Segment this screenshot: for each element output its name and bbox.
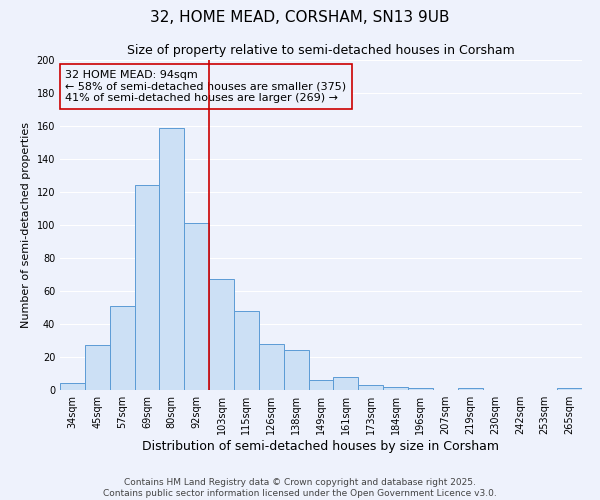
Bar xyxy=(284,350,308,390)
Bar xyxy=(85,346,110,390)
Bar xyxy=(234,311,259,390)
Bar xyxy=(408,388,433,390)
Bar xyxy=(60,384,85,390)
Bar xyxy=(557,388,582,390)
Bar xyxy=(458,388,482,390)
Bar xyxy=(160,128,184,390)
Bar xyxy=(308,380,334,390)
Text: 32, HOME MEAD, CORSHAM, SN13 9UB: 32, HOME MEAD, CORSHAM, SN13 9UB xyxy=(150,10,450,25)
X-axis label: Distribution of semi-detached houses by size in Corsham: Distribution of semi-detached houses by … xyxy=(143,440,499,453)
Bar xyxy=(134,186,160,390)
Text: 32 HOME MEAD: 94sqm
← 58% of semi-detached houses are smaller (375)
41% of semi-: 32 HOME MEAD: 94sqm ← 58% of semi-detach… xyxy=(65,70,346,103)
Bar xyxy=(209,280,234,390)
Title: Size of property relative to semi-detached houses in Corsham: Size of property relative to semi-detach… xyxy=(127,44,515,58)
Bar xyxy=(184,224,209,390)
Bar xyxy=(110,306,134,390)
Text: Contains HM Land Registry data © Crown copyright and database right 2025.
Contai: Contains HM Land Registry data © Crown c… xyxy=(103,478,497,498)
Y-axis label: Number of semi-detached properties: Number of semi-detached properties xyxy=(21,122,31,328)
Bar xyxy=(334,377,358,390)
Bar xyxy=(259,344,284,390)
Bar xyxy=(358,385,383,390)
Bar xyxy=(383,386,408,390)
